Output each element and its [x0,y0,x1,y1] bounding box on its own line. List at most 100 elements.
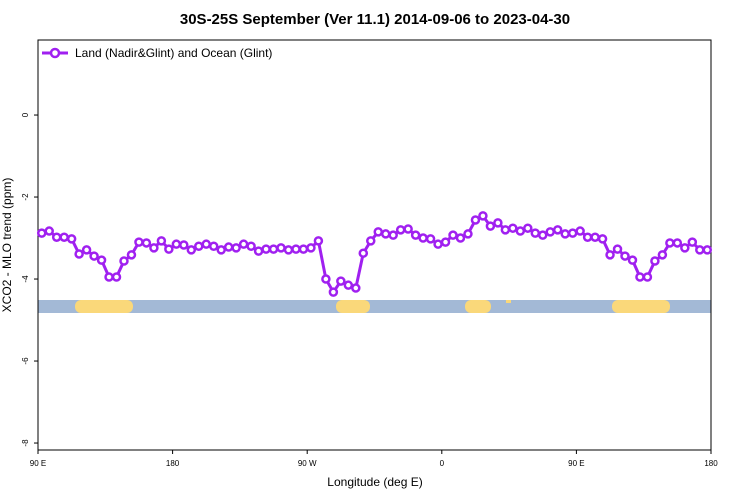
point [410,230,421,240]
point [695,245,705,255]
point [657,250,668,260]
point [126,250,137,260]
point [523,223,533,233]
point [291,244,301,254]
point [164,244,174,254]
legend-marker [49,47,61,59]
y-tick-label: 0 [21,112,30,117]
point [89,251,99,261]
point [44,226,54,236]
point [448,230,458,240]
plot-frame [37,39,712,451]
point [156,236,167,246]
point [508,223,518,233]
y-tick-label: -2 [21,193,30,201]
point [111,272,122,282]
point [530,228,541,238]
point [238,239,249,249]
point [380,229,391,239]
point [119,256,129,266]
point [395,225,406,235]
point [605,250,615,260]
point [171,239,182,249]
point [201,239,211,249]
point [149,243,159,253]
point [231,243,241,253]
point [403,224,413,234]
point [283,245,294,255]
point [36,228,47,238]
point [66,234,77,244]
point [268,244,279,254]
surface-band [38,300,711,313]
point [612,244,623,254]
point [463,229,473,239]
x-tick-label: 0 [440,459,445,468]
point [343,280,354,290]
point [358,248,369,258]
x-axis-label: Longitude (deg E) [327,475,422,489]
point [194,241,204,251]
point [418,233,428,243]
point [336,276,346,286]
point [81,245,92,255]
point [620,251,630,261]
point [104,272,114,282]
point [208,241,219,251]
point [597,234,608,244]
point [261,244,271,254]
point [134,237,144,247]
point [627,255,638,265]
point [276,243,286,253]
point [642,272,653,282]
point [74,249,84,259]
point [538,230,548,240]
legend: Land (Nadir&Glint) and Ocean (Glint) [42,46,272,60]
point [552,225,563,235]
y-axis-label: XCO2 - MLO trend (ppm) [0,178,14,313]
point [51,232,62,242]
point [560,229,570,239]
point [223,242,234,252]
point [440,237,451,247]
land-band [506,300,511,303]
point [493,218,503,228]
x-tick-label: 180 [166,459,180,468]
chart-title: 30S-25S September (Ver 11.1) 2014-09-06 … [180,11,570,28]
point [306,243,316,253]
point [328,287,339,297]
point [567,228,578,238]
legend-label: Land (Nadir&Glint) and Ocean (Glint) [75,46,272,60]
point [665,238,675,248]
point [313,236,324,246]
y-tick-label: -4 [21,275,30,283]
point [141,238,152,248]
point [373,227,383,237]
point [366,236,376,246]
point [702,245,713,255]
ocean-band [38,300,711,313]
point [687,237,698,247]
land-band [612,300,670,313]
y-tick-label: -8 [21,439,30,447]
x-tick-label: 90 E [568,459,584,468]
point [216,245,226,255]
point [515,226,526,236]
point [672,238,683,248]
point [478,211,488,221]
point [388,230,398,240]
point [470,215,481,225]
point [351,283,361,293]
x-tick-label: 90 W [298,459,317,468]
point [425,234,436,244]
land-band [465,300,491,313]
point [582,232,593,242]
y-tick-label: -6 [21,357,30,365]
point [179,240,189,250]
point [96,255,107,265]
point [590,232,600,242]
x-tick-label: 180 [704,459,718,468]
point [321,274,331,284]
point [433,239,443,249]
